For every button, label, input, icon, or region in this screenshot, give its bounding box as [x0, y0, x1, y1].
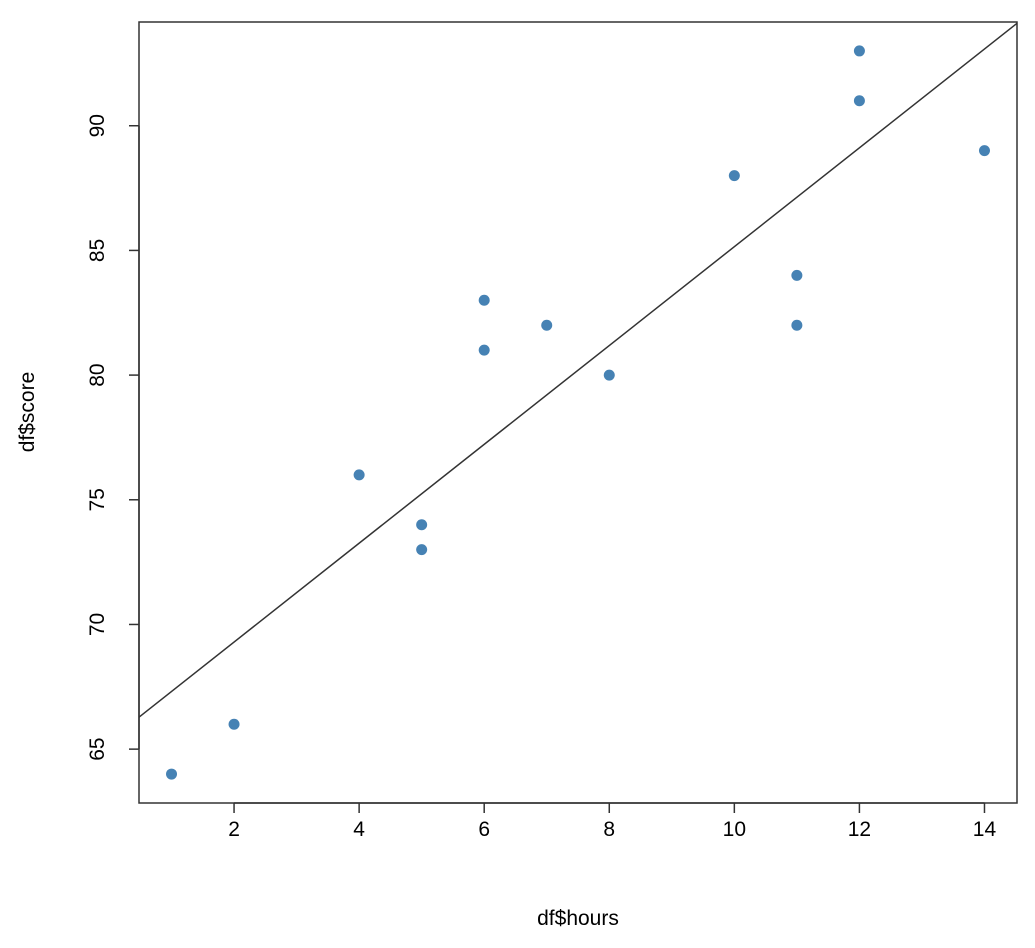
y-tick-label: 80: [86, 363, 109, 386]
y-tick-label: 70: [86, 613, 109, 636]
point: [978, 145, 990, 157]
point: [541, 319, 553, 331]
x-tick-label: 14: [973, 818, 997, 841]
point: [791, 319, 803, 331]
point: [791, 269, 803, 281]
y-axis-label: df$score: [16, 372, 39, 453]
x-axis-label: df$hours: [537, 907, 619, 930]
plot-box: [138, 21, 1018, 804]
point: [353, 469, 365, 481]
point: [603, 369, 615, 381]
x-tick-label: 4: [353, 818, 365, 841]
y-tick-label: 65: [86, 737, 109, 760]
x-tick-label: 10: [723, 818, 746, 841]
x-tick-label: 8: [603, 818, 615, 841]
x-tick-label: 2: [228, 818, 240, 841]
point: [416, 519, 428, 531]
point: [166, 768, 178, 780]
x-tick-label: 12: [848, 818, 871, 841]
x-tick-label: 6: [478, 818, 490, 841]
point: [478, 294, 490, 306]
point: [728, 170, 740, 182]
y-tick-label: 75: [86, 488, 109, 511]
point: [853, 95, 865, 107]
point: [853, 45, 865, 57]
fit-line: [138, 22, 1018, 718]
point: [228, 718, 240, 730]
y-tick-label: 90: [86, 114, 109, 137]
point: [478, 344, 490, 356]
point: [416, 544, 428, 556]
y-tick-label: 85: [86, 239, 109, 262]
